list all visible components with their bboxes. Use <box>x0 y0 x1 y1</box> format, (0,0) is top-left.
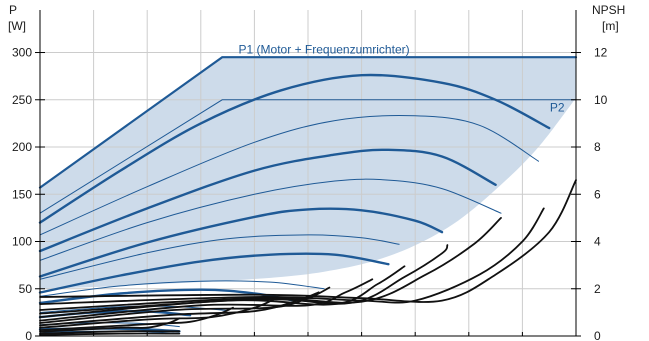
right-tick-label: 4 <box>594 235 601 249</box>
npsh-curve-17 <box>39 207 545 305</box>
left-tick-label: 100 <box>12 235 32 249</box>
npsh-curve-25 <box>39 306 234 331</box>
power-curve-7 <box>39 234 400 280</box>
left-tick-label: 50 <box>19 282 33 296</box>
npsh-curve-27 <box>39 330 181 335</box>
power-curve-1 <box>39 99 577 214</box>
power-curve-9 <box>39 280 325 297</box>
left-axis-title-line1: P <box>9 3 17 17</box>
npsh-curve-20 <box>39 265 406 318</box>
npsh-curve-28 <box>39 332 181 336</box>
left-tick-label: 200 <box>12 140 32 154</box>
annotation-p2: P2 <box>550 100 565 114</box>
right-tick-label: 6 <box>594 187 601 201</box>
right-tick-label: 12 <box>594 46 608 60</box>
power-curve-5 <box>39 178 502 261</box>
left-tick-label: 150 <box>12 187 32 201</box>
npsh-curve-22 <box>39 286 331 324</box>
left-axis-title-line2: [W] <box>8 19 26 33</box>
left-tick-label: 250 <box>12 93 32 107</box>
npsh-curve-26 <box>39 317 181 333</box>
right-tick-label: 2 <box>594 282 601 296</box>
left-tick-label: 0 <box>25 329 32 341</box>
right-tick-label: 10 <box>594 93 608 107</box>
left-tick-label: 300 <box>12 46 32 60</box>
npsh-curve-23 <box>39 291 320 327</box>
npsh-curve-18 <box>39 217 502 311</box>
power-curve-8 <box>38 252 390 294</box>
annotation-p1: P1 (Motor + Frequenzumrichter) <box>239 43 410 57</box>
right-axis-title-line2: [m] <box>602 19 619 33</box>
right-tick-label: 8 <box>594 140 601 154</box>
right-axis-title-line1: NPSH <box>592 3 625 17</box>
power-curve-4 <box>38 148 497 253</box>
power-curve-3 <box>39 115 539 236</box>
power-curve-2 <box>38 73 551 224</box>
power-curve-0 <box>38 56 578 189</box>
right-tick-label: 0 <box>594 329 601 341</box>
power-curve-6 <box>38 207 444 278</box>
